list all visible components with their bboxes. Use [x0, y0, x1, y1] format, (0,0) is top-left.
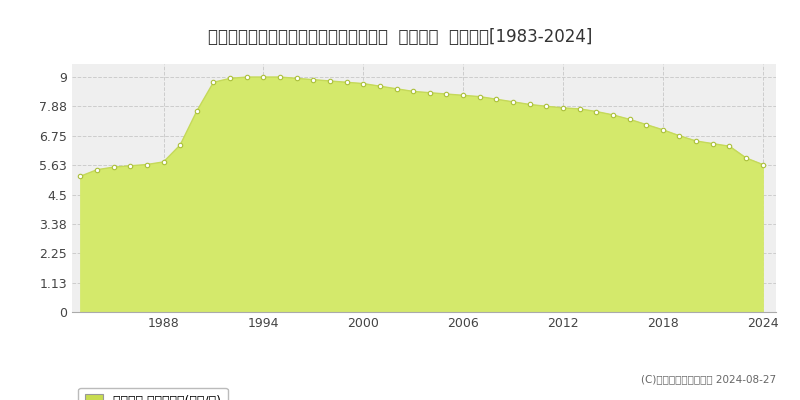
Text: 栃木県足利市菅田町字東根８６９番１外  地価公示  地価推移[1983-2024]: 栃木県足利市菅田町字東根８６９番１外 地価公示 地価推移[1983-2024]: [208, 28, 592, 46]
Legend: 地価公示 平均坪単価(万円/坪): 地価公示 平均坪単価(万円/坪): [78, 388, 227, 400]
Text: (C)土地価格ドットコム 2024-08-27: (C)土地価格ドットコム 2024-08-27: [641, 374, 776, 384]
